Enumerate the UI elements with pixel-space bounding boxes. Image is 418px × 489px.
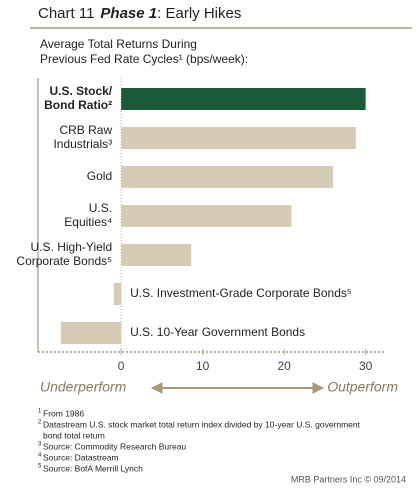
- subtitle: Average Total Returns During: [40, 37, 197, 51]
- category-label: U.S. 10-Year Government Bonds: [130, 325, 305, 339]
- x-tick-label: 0: [118, 359, 125, 373]
- category-label: U.S. High-Yield Corporate Bonds⁵: [16, 240, 112, 268]
- x-tick-label: 10: [196, 359, 210, 373]
- bar: [121, 244, 192, 266]
- bar: [60, 322, 122, 344]
- left-label: Underperform: [40, 379, 127, 395]
- footnote-mark: 5: [38, 464, 42, 470]
- arrow-head: [312, 382, 325, 394]
- source: MRB Partners Inc © 09/2014: [291, 474, 406, 484]
- footnote: Source: Commodity Research Bureau: [43, 441, 186, 451]
- footnote: bond total return: [43, 430, 105, 440]
- bar: [121, 127, 356, 149]
- category-label: CRB Raw Industrials³: [53, 123, 112, 151]
- bar: [121, 88, 366, 110]
- title-prefix: Chart 11: [38, 5, 94, 22]
- x-tick-label: 30: [359, 359, 373, 373]
- category-label: Gold: [87, 169, 112, 183]
- footnote-mark: 3: [38, 442, 42, 448]
- footnote-mark: 1: [38, 409, 42, 415]
- arrow-head: [150, 382, 163, 394]
- category-label: U.S. Equities⁴: [64, 201, 112, 229]
- footnote-mark: 2: [38, 420, 42, 426]
- bar: [113, 283, 122, 305]
- footnote: Source: Datastream: [43, 452, 119, 462]
- title-emphasis: Phase 1: [100, 5, 157, 22]
- footnote: Datastream U.S. stock market total retur…: [43, 419, 361, 429]
- arrow: [150, 382, 325, 394]
- title-rest: : Early Hikes: [157, 5, 241, 22]
- subtitle: Previous Fed Rate Cycles¹ (bps/week):: [40, 52, 248, 66]
- footnote: From 1986: [43, 408, 84, 418]
- bar: [121, 166, 334, 188]
- right-label: Outperform: [327, 379, 398, 395]
- category-label: U.S. Stock/Bond Ratio²: [44, 84, 113, 112]
- category-label: U.S. Investment-Grade Corporate Bonds⁵: [130, 286, 352, 300]
- footnote-mark: 4: [38, 453, 42, 459]
- x-tick-label: 20: [277, 359, 291, 373]
- chart-title: Chart 11 Phase 1: Early Hikes: [38, 5, 241, 22]
- bar: [121, 205, 292, 227]
- footnote: Source: BofA Merrill Lynch: [43, 463, 143, 473]
